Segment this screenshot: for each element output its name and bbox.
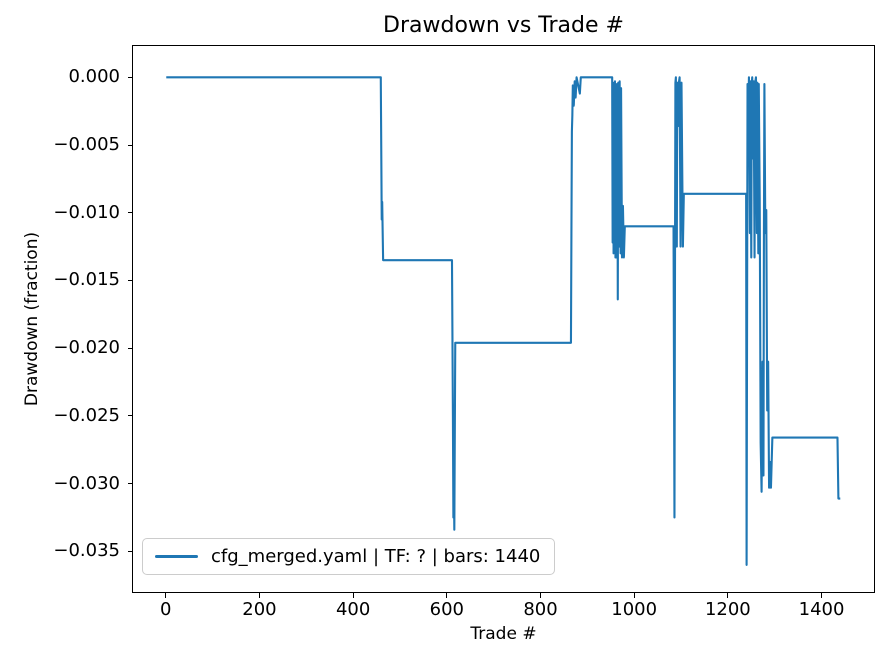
x-tick <box>821 593 823 598</box>
x-tick-label: 600 <box>429 599 464 620</box>
y-tick-label: −0.030 <box>53 472 120 494</box>
y-tick-label: −0.015 <box>53 269 120 291</box>
x-tick-label: 1400 <box>798 599 845 620</box>
drawdown-line <box>166 76 841 566</box>
x-tick <box>165 593 167 598</box>
y-tick <box>128 347 133 349</box>
legend-line-sample <box>155 555 198 558</box>
x-tick <box>727 593 729 598</box>
y-tick-label: −0.010 <box>53 201 120 223</box>
legend-label: cfg_merged.yaml | TF: ? | bars: 1440 <box>211 546 541 567</box>
y-tick-label: −0.035 <box>53 540 120 562</box>
x-tick <box>352 593 354 598</box>
x-tick <box>540 593 541 598</box>
x-tick-label: 400 <box>335 599 371 620</box>
y-tick <box>128 415 133 417</box>
chart-title: Drawdown vs Trade # <box>383 13 624 38</box>
x-tick-label: 0 <box>160 599 172 620</box>
x-tick-label: 1000 <box>611 599 658 620</box>
y-tick-label: −0.025 <box>53 404 120 426</box>
x-tick-label: 800 <box>523 599 558 620</box>
y-tick-label: −0.005 <box>53 134 120 155</box>
x-tick-label: 1200 <box>704 599 751 620</box>
plot-area: cfg_merged.yaml | TF: ? | bars: 1440 <box>132 45 875 593</box>
y-tick-label: 0.000 <box>68 66 120 88</box>
y-tick <box>128 144 133 146</box>
x-tick-label: 200 <box>242 599 277 620</box>
y-tick-label: −0.020 <box>53 337 120 359</box>
plot-canvas <box>166 76 841 566</box>
y-tick <box>128 550 133 552</box>
y-tick <box>128 76 133 78</box>
x-tick <box>258 593 260 598</box>
y-tick <box>128 279 133 281</box>
y-axis-label: Drawdown (fraction) <box>22 231 42 407</box>
legend: cfg_merged.yaml | TF: ? | bars: 1440 <box>142 538 556 575</box>
y-tick <box>128 483 133 485</box>
y-tick <box>128 212 133 214</box>
x-tick <box>633 593 635 598</box>
x-tick <box>446 593 448 598</box>
x-axis-label: Trade # <box>470 624 537 644</box>
